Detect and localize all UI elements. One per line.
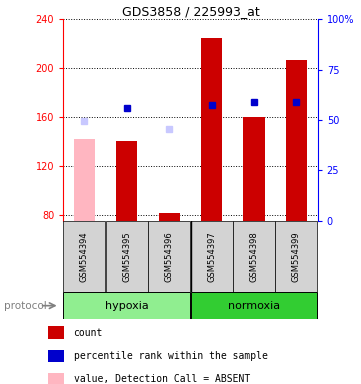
Bar [233,221,275,292]
Bar [48,326,64,339]
Text: count: count [74,328,103,338]
Text: GSM554398: GSM554398 [249,231,258,282]
Bar [74,139,95,221]
Title: GDS3858 / 225993_at: GDS3858 / 225993_at [122,5,259,18]
Bar [286,60,307,221]
Bar [158,214,180,221]
Text: percentile rank within the sample: percentile rank within the sample [74,351,268,361]
Bar [64,292,190,319]
Bar [191,221,232,292]
Bar [148,221,190,292]
Text: GSM554397: GSM554397 [207,231,216,282]
Bar [48,349,64,362]
Text: value, Detection Call = ABSENT: value, Detection Call = ABSENT [74,374,250,384]
Bar [64,221,105,292]
Text: GSM554399: GSM554399 [292,231,301,281]
Text: hypoxia: hypoxia [105,301,149,311]
Text: normoxia: normoxia [228,301,280,311]
Bar [275,221,317,292]
Bar [191,292,317,319]
Text: GSM554394: GSM554394 [80,231,89,281]
Bar [201,38,222,221]
Text: GSM554396: GSM554396 [165,231,174,282]
Bar [106,221,148,292]
Bar [243,117,265,221]
Bar [48,372,64,384]
Bar [116,141,138,221]
Text: protocol: protocol [4,301,46,311]
Text: GSM554395: GSM554395 [122,231,131,281]
